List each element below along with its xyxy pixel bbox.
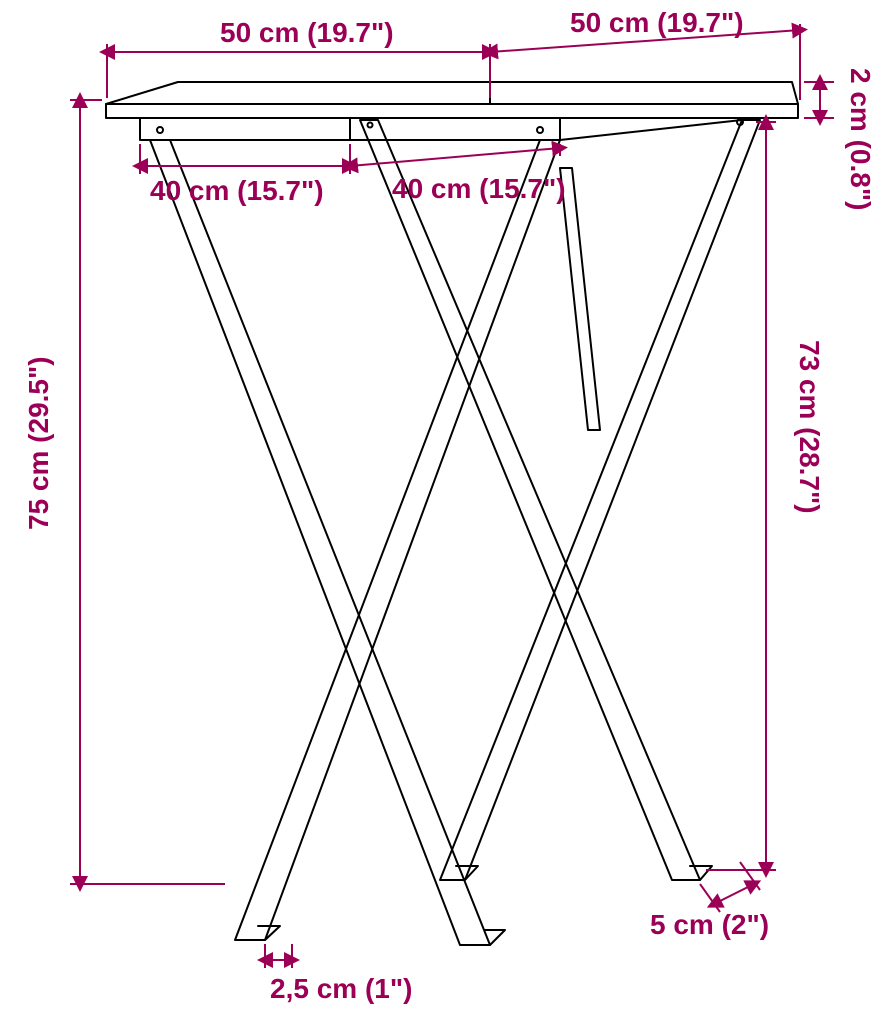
dim-leg-width-label: 2,5 cm (1"): [270, 973, 412, 1004]
dim-apron-width: 40 cm (15.7"): [140, 144, 350, 206]
diagram-svg: 50 cm (19.7") 50 cm (19.7") 2 cm (0.8") …: [0, 0, 877, 1020]
dim-overall-height: 75 cm (29.5"): [23, 100, 225, 884]
dim-top-thickness: 2 cm (0.8"): [804, 68, 876, 210]
dim-apron-width-label: 40 cm (15.7"): [150, 175, 324, 206]
dim-underside-height: 73 cm (28.7"): [706, 122, 825, 870]
dim-top-depth: 50 cm (19.7"): [490, 7, 800, 100]
dim-leg-depth-label: 5 cm (2"): [650, 909, 769, 940]
dim-top-width-label: 50 cm (19.7"): [220, 17, 394, 48]
dim-leg-width: 2,5 cm (1"): [265, 944, 412, 1004]
dim-overall-height-label: 75 cm (29.5"): [23, 356, 54, 530]
dim-top-thickness-label: 2 cm (0.8"): [845, 68, 876, 210]
dim-leg-depth: 5 cm (2"): [650, 862, 769, 940]
table-object: [106, 82, 798, 945]
dim-top-depth-label: 50 cm (19.7"): [570, 7, 744, 38]
dim-apron-depth-label: 40 cm (15.7"): [392, 173, 566, 204]
dim-underside-height-label: 73 cm (28.7"): [794, 340, 825, 514]
